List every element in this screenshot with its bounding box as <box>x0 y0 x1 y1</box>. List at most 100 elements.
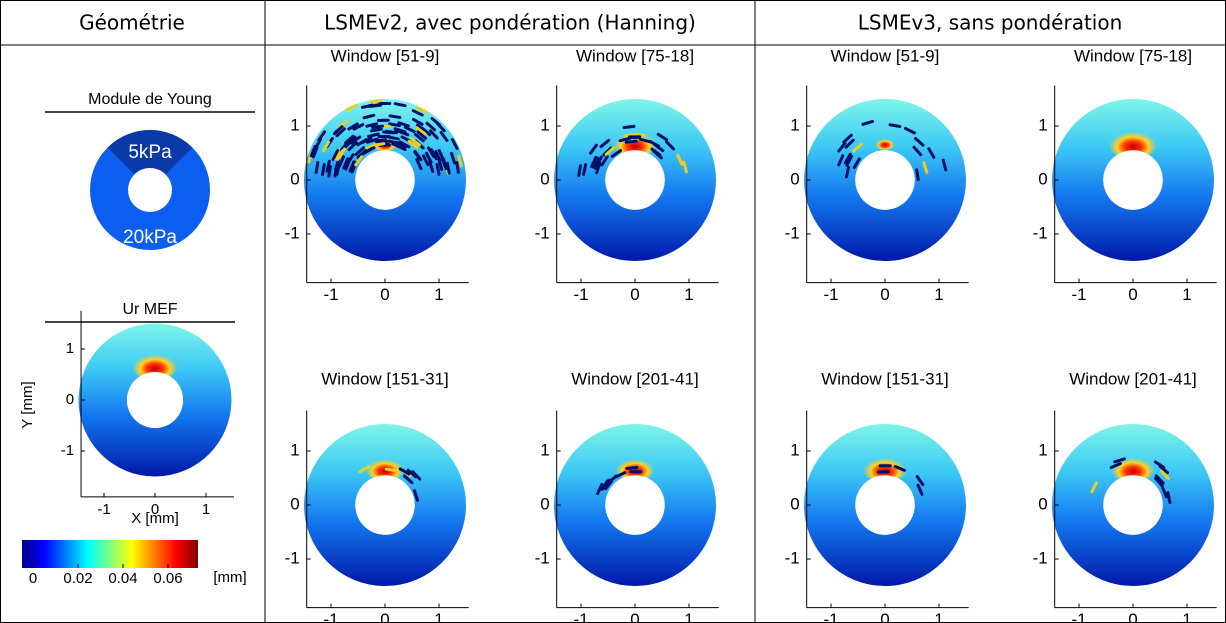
artifact <box>393 102 407 108</box>
artifact <box>345 103 358 112</box>
y-tick-label: -1 <box>285 548 300 567</box>
field-ring <box>304 424 466 586</box>
field-ring <box>1052 424 1214 586</box>
artifact <box>912 145 923 157</box>
y-tick-label: -1 <box>61 442 74 459</box>
artifact <box>618 136 632 143</box>
y-tick-label: 0 <box>790 494 799 513</box>
y-tick-label: 1 <box>540 115 549 134</box>
artifact <box>837 154 845 167</box>
x-tick-label: 0 <box>880 285 889 304</box>
artifact <box>837 141 847 153</box>
x-tick-label: 0 <box>880 610 889 623</box>
artifact <box>614 471 627 479</box>
artifact <box>403 474 414 485</box>
artifact <box>343 138 354 149</box>
x-tick-label: -1 <box>97 501 110 518</box>
field-ring <box>78 323 232 477</box>
artifact <box>577 164 582 178</box>
artifact <box>1160 469 1170 481</box>
panel-title: Window [201-41] <box>571 369 699 388</box>
artifact <box>331 149 340 162</box>
artifact <box>457 154 463 168</box>
hole <box>128 168 172 212</box>
hole <box>1103 475 1163 535</box>
artifact <box>411 109 424 117</box>
x-tick-label: -1 <box>1071 610 1086 623</box>
x-tick-label: -1 <box>573 285 588 304</box>
x-tick-label: 1 <box>434 285 443 304</box>
artifact <box>903 126 916 135</box>
artifact <box>435 162 441 176</box>
y-tick-label: -1 <box>785 223 800 242</box>
artifact <box>582 163 588 176</box>
artifact <box>314 161 320 174</box>
artifact <box>386 135 400 141</box>
y-tick-label: 0 <box>790 169 799 188</box>
header-cell: Géométrie <box>79 11 185 35</box>
artifact <box>371 124 384 129</box>
reference-title: Ur MEF <box>122 301 177 318</box>
hole <box>855 150 915 210</box>
colorbar-unit: [mm] <box>213 569 246 586</box>
x-axis-label: X [mm] <box>131 510 179 527</box>
artifact <box>388 122 401 128</box>
artifact <box>317 130 327 142</box>
artifact <box>676 153 684 166</box>
artifact <box>638 137 652 144</box>
hole <box>355 475 415 535</box>
artifact <box>361 103 374 109</box>
hot-spot <box>875 137 895 150</box>
colorbar <box>22 540 198 568</box>
artifact <box>844 165 851 179</box>
outer-label: 20kPa <box>123 227 177 248</box>
colorbar-tick-label: 0.02 <box>63 570 92 587</box>
x-tick-label: -1 <box>323 285 338 304</box>
artifact <box>604 479 614 491</box>
artifact <box>398 140 411 149</box>
x-tick-label: 0 <box>1128 610 1137 623</box>
y-tick-label: -1 <box>535 223 550 242</box>
artifact <box>348 160 356 173</box>
hot-spot <box>132 351 178 381</box>
y-tick-label: 1 <box>790 440 799 459</box>
artifact <box>450 138 459 150</box>
field-ring <box>554 424 716 586</box>
x-tick-label: -1 <box>823 610 838 623</box>
artifact <box>682 160 688 174</box>
artifact <box>388 114 402 119</box>
artifact <box>1166 491 1172 504</box>
header-cell: LSMEv3, sans pondération <box>858 11 1123 35</box>
artifact <box>354 146 365 156</box>
artifact <box>362 113 376 120</box>
hot-spot <box>1108 128 1158 159</box>
artifact <box>356 138 369 147</box>
artifact <box>415 123 428 133</box>
artifact <box>372 142 386 147</box>
artifact <box>332 125 344 136</box>
artifact <box>415 106 428 114</box>
artifact <box>439 130 449 142</box>
x-tick-label: 1 <box>934 610 943 623</box>
x-tick-label: 0 <box>380 610 389 623</box>
artifact <box>403 125 416 134</box>
artifact <box>445 161 451 175</box>
y-tick-label: 0 <box>540 494 549 513</box>
artifact <box>842 133 853 144</box>
artifact <box>1153 460 1166 469</box>
x-tick-label: 0 <box>1128 285 1137 304</box>
colorbar-tick-label: 0.06 <box>153 570 182 587</box>
artifact <box>321 163 326 177</box>
artifact <box>623 133 637 138</box>
artifact <box>656 132 669 142</box>
artifact <box>391 142 404 149</box>
y-tick-label: 0 <box>1038 494 1047 513</box>
artifact <box>356 149 368 159</box>
artifact <box>354 155 364 167</box>
artifact <box>369 99 383 104</box>
artifact <box>604 146 616 156</box>
artifact <box>914 136 925 147</box>
field-ring <box>804 424 966 586</box>
x-tick-label: -1 <box>823 285 838 304</box>
